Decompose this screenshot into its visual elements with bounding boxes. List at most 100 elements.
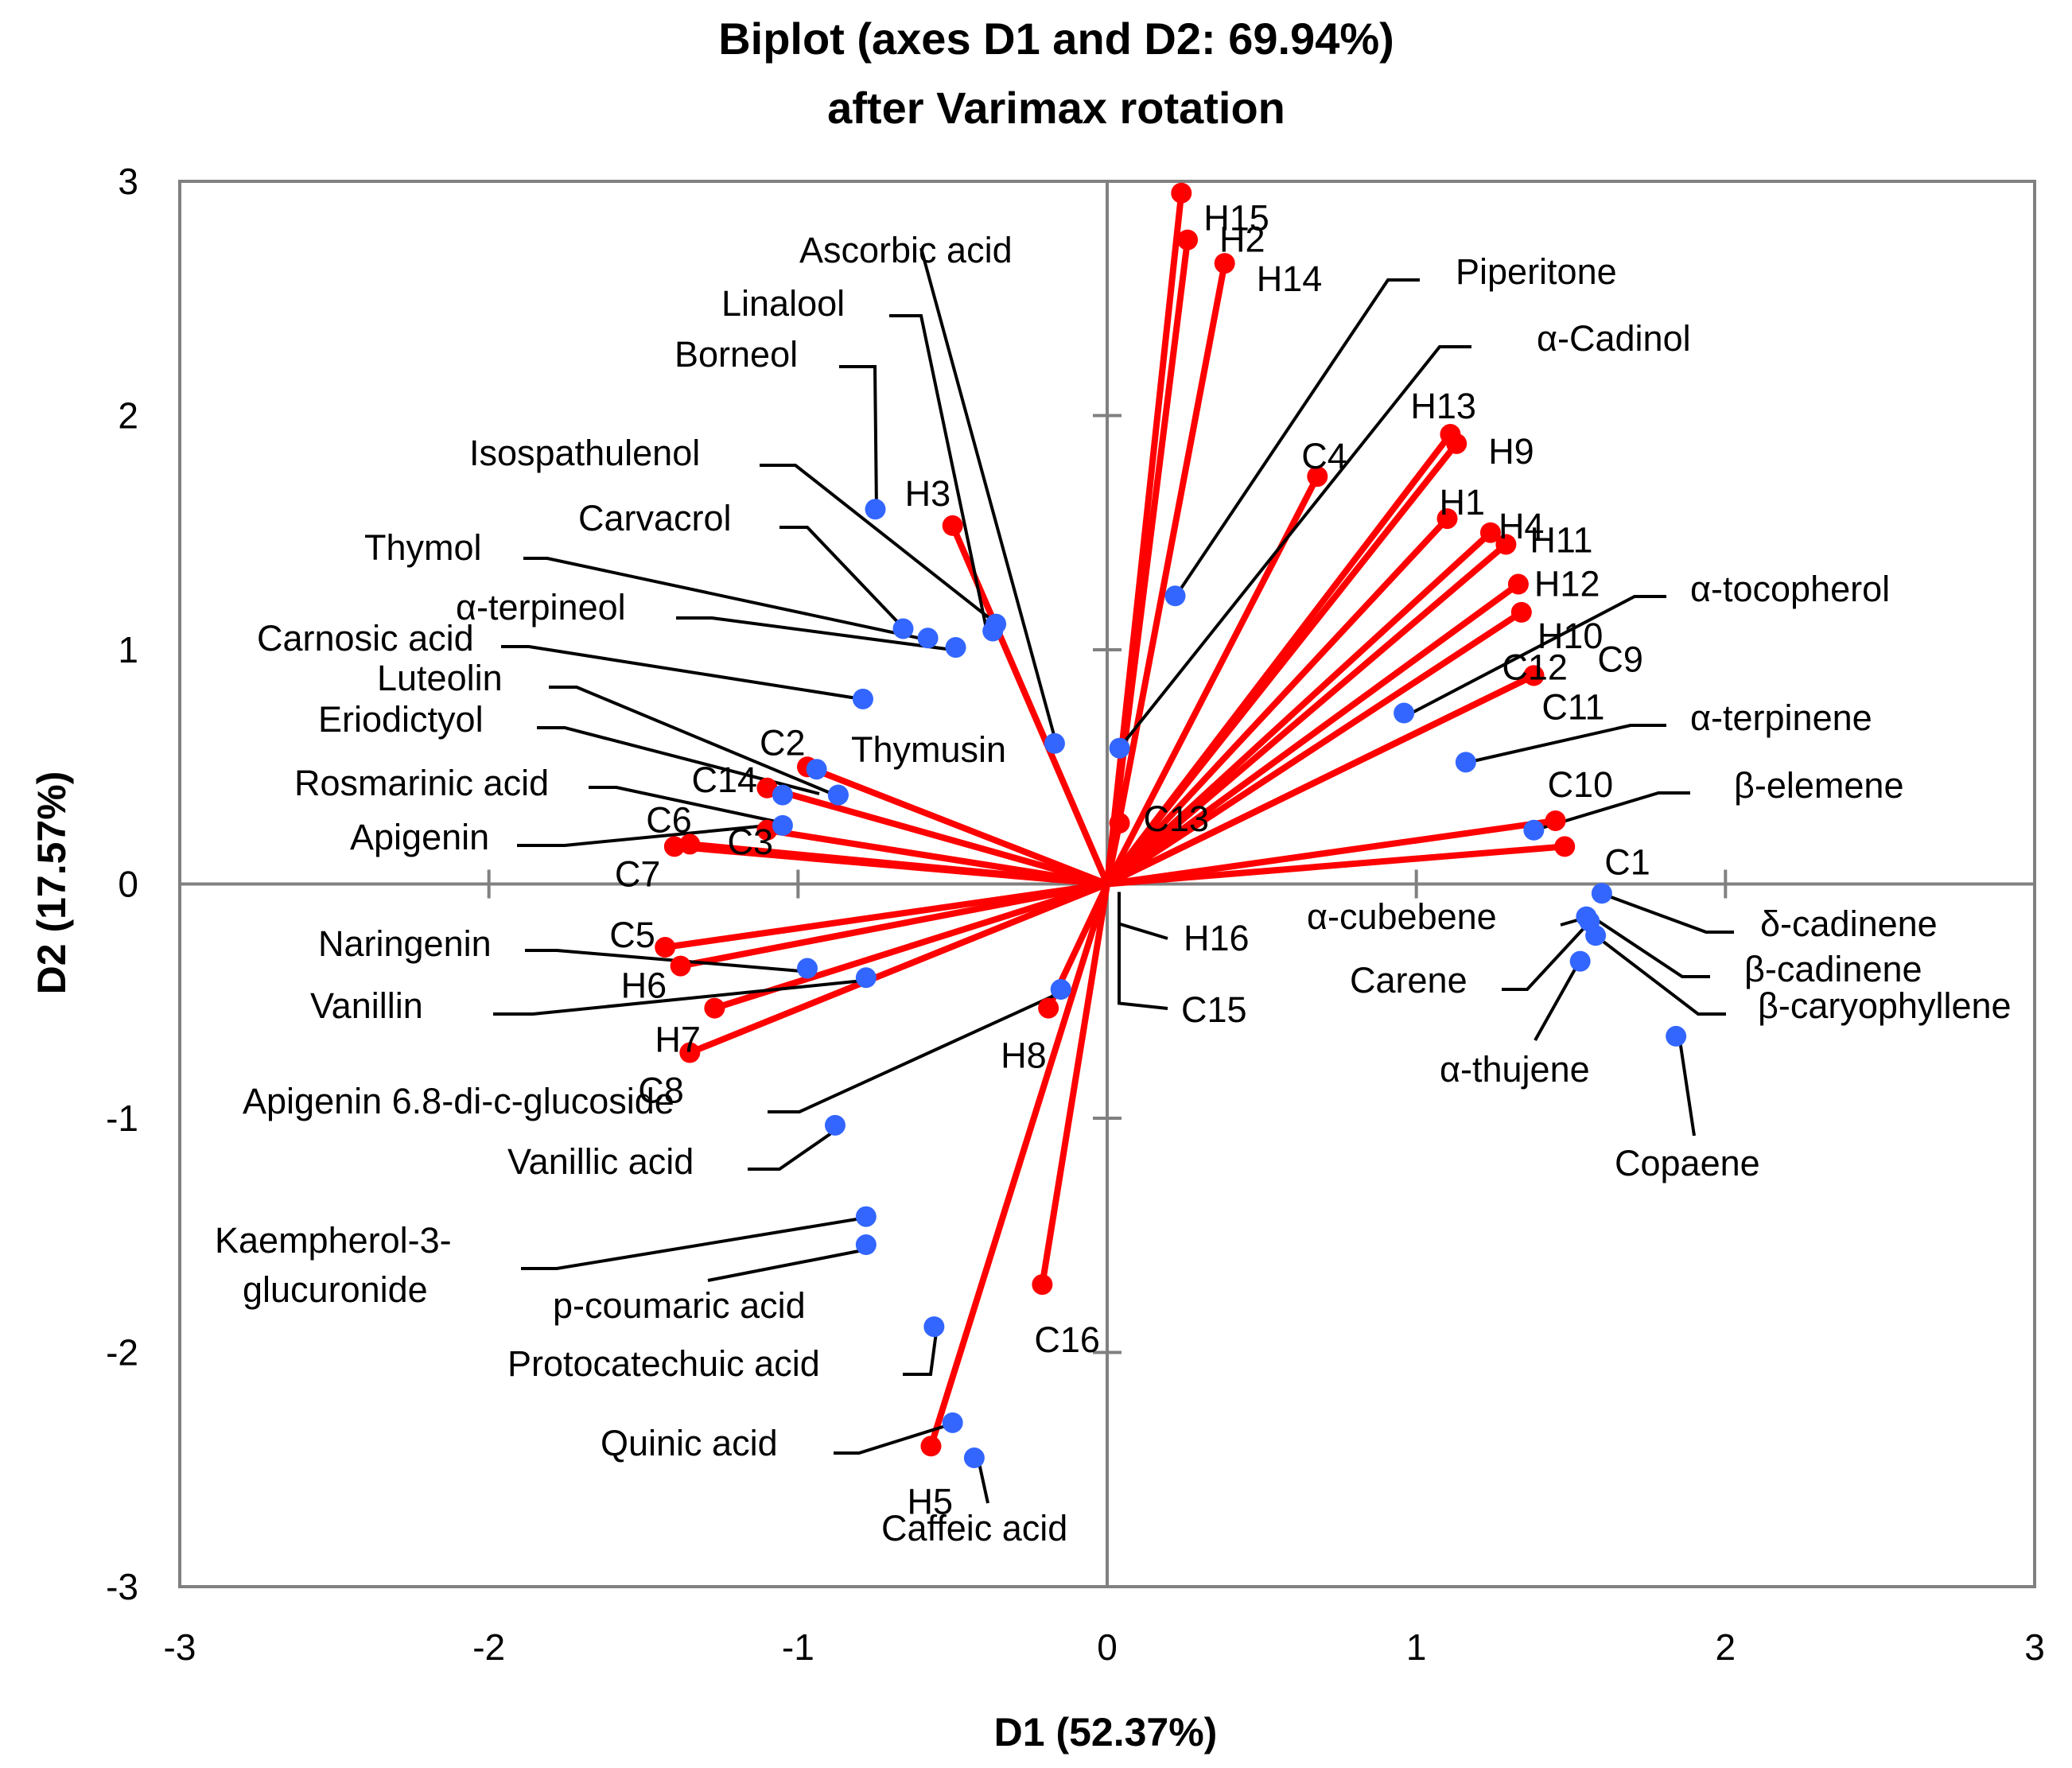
point-h2 [1177,229,1199,251]
x-tick-label: -1 [782,1626,814,1668]
label--cadinol: α-Cadinol [1537,318,1691,359]
point-carnosic-acid [852,688,873,709]
label-copaene: Copaene [1615,1143,1760,1183]
leader-vanillin [493,978,872,1016]
point-h10 [1510,601,1532,623]
point-c7 [663,836,685,857]
leader-carnosic-acid [501,645,868,701]
leader-c15 [1118,900,1168,1010]
vector-h10 [1104,608,1525,888]
point--thujene [1569,950,1591,972]
point-borneol [865,499,886,520]
point-thymol [917,628,939,649]
vector-c16 [1039,880,1110,1288]
axis-ticks: -3 -2 -1 0 1 2 3 -3 -2 -1 0 1 2 3 [106,161,2045,1668]
point--cadinene [1591,883,1612,904]
label-h12: H12 [1534,564,1600,604]
leader-vanillic-acid [748,1126,841,1171]
leader-isospathulenol [760,464,996,624]
leader-ascorbic-acid [919,247,1058,744]
leader-naringenin [525,949,811,973]
leader-caffeic-acid [977,1459,989,1504]
label-h3: H3 [905,473,951,514]
point-c13 [1109,812,1130,833]
point--tocopherol [1394,702,1415,724]
label-protocatechuic-acid: Protocatechuic acid [507,1343,820,1384]
label-c6: C6 [646,799,692,840]
label-carnosic-acid: Carnosic acid [257,618,474,659]
label--thujene: α-thujene [1440,1049,1590,1090]
point--terpinene [1455,752,1476,773]
label-c8: C8 [638,1071,684,1111]
label-h6: H6 [621,966,667,1006]
label-quinic-acid: Quinic acid [601,1423,778,1463]
leader--cadinene [1606,894,1734,934]
vector-h12 [1104,581,1522,888]
point-h8 [1038,997,1059,1019]
x-tick-label: 2 [1716,1626,1736,1668]
vector-c7 [671,843,1110,888]
label-rosmarinic-acid: Rosmarinic acid [294,763,549,803]
label-h7: H7 [655,1020,701,1060]
label-carvacrol: Carvacrol [578,498,732,538]
point-c5 [655,937,676,958]
leader--cadinene [1593,917,1710,978]
vector-c1 [1104,843,1569,888]
label-h9: H9 [1488,431,1534,472]
label--cadinene: β-cadinene [1744,949,1922,989]
label-h16: H16 [1184,918,1250,958]
point-apigenin [772,814,793,836]
label-h10: H10 [1537,616,1604,656]
label-apigenin: Apigenin [350,817,489,857]
leader-borneol [839,365,878,511]
point--cadinol [1109,737,1130,759]
point-h6 [670,955,691,977]
label-h2: H2 [1219,220,1265,260]
x-tick-label: -2 [472,1626,505,1668]
leader--elemene [1536,791,1690,831]
point-rosmarinic-acid [772,784,793,806]
leader-quinic-acid [834,1422,954,1455]
leader--thujene [1534,962,1580,1041]
vector-c5 [662,880,1110,951]
label-linalool: Linalool [721,283,845,324]
label-c9: C9 [1597,639,1643,679]
leader-piperitone [1174,278,1420,598]
vector-c13 [1104,819,1123,888]
label-c1: C1 [1604,841,1650,882]
leader-luteolin [549,686,842,799]
point-h5 [920,1436,942,1457]
label--terpinene: α-terpinene [1690,697,1872,738]
y-tick-label: 2 [118,395,138,437]
y-axis-title: D2 (17.57%) [29,771,74,995]
point-c4 [1307,466,1328,488]
point-apigenin-6-8-di-c-glucoside [1050,979,1071,1001]
label-c7: C7 [615,853,661,894]
label-c2: C2 [760,722,806,763]
y-tick-label: 0 [118,864,138,905]
label-h1: H1 [1440,482,1486,523]
point-quinic-acid [942,1412,963,1433]
point-c8 [679,1042,701,1063]
vector-c14 [764,784,1110,888]
label-thymol: Thymol [364,527,482,568]
label--caryophyllene: β-caryophyllene [1758,985,2012,1026]
y-tick-label: -3 [106,1566,138,1607]
label-eriodictyol: Eriodictyol [318,699,484,740]
point--elemene [1523,819,1545,841]
leader--caryophyllene [1596,935,1726,1016]
leader-copaene [1678,1039,1696,1137]
label-borneol: Borneol [674,334,798,375]
point-vanillic-acid [824,1114,846,1136]
label--terpineol: α-terpineol [456,587,626,628]
point-h1 [1436,508,1458,530]
point-carene [1576,906,1597,927]
label-c3: C3 [727,822,773,862]
leader-apigenin-6-8-di-c-glucoside [768,989,1065,1113]
label-naringenin: Naringenin [318,923,492,964]
label-c10: C10 [1548,764,1614,805]
label-h8: H8 [1001,1036,1047,1076]
leader-carvacrol [779,526,907,631]
